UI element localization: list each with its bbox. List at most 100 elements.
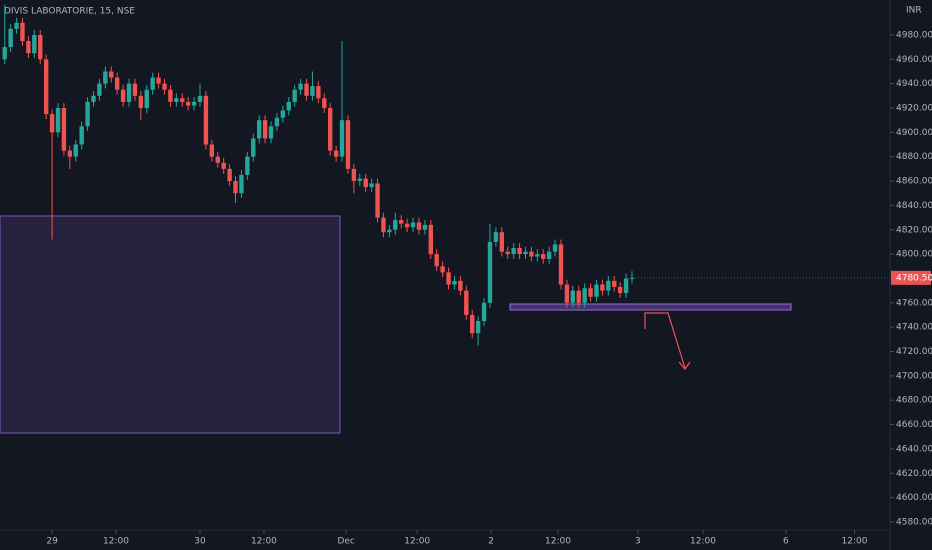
candle-body (416, 222, 422, 230)
candle-body (268, 126, 274, 139)
candle-body (375, 183, 380, 218)
zone-line (509, 303, 792, 311)
candle-body (221, 162, 226, 169)
last-price-label: 4780.50 (896, 273, 932, 283)
candle-body (138, 95, 144, 108)
candle-body (79, 126, 84, 145)
arrow (644, 312, 686, 369)
y-tick-label: 4900.00 (896, 128, 932, 138)
x-tick-label: 12:00 (251, 537, 277, 547)
candle-body (310, 86, 315, 96)
candle-body (43, 59, 49, 115)
y-tick-label: 4700.00 (896, 371, 932, 381)
candle-body (215, 156, 220, 163)
x-tick-label: 12:00 (842, 537, 868, 547)
candle-body (446, 272, 451, 285)
candle-body (505, 251, 510, 255)
candle-body (32, 34, 37, 54)
candle-body (286, 101, 291, 111)
y-tick-label: 4640.00 (896, 444, 932, 454)
candle-body (67, 150, 73, 157)
candle-body (150, 77, 155, 90)
candle-body (564, 284, 570, 303)
candle-body (594, 284, 599, 297)
x-tick-label: 12:00 (103, 537, 129, 547)
candle-body (132, 83, 138, 96)
candle-body (49, 114, 55, 133)
x-tick-label: 12:00 (545, 537, 571, 547)
candle-body (487, 241, 493, 303)
candle-body (481, 302, 487, 322)
y-tick-label: 4860.00 (896, 177, 932, 187)
candle-body (357, 178, 362, 182)
candle-body (191, 101, 197, 106)
candle-body (209, 144, 215, 157)
candle-body (245, 156, 250, 175)
candle-body (262, 120, 268, 139)
candle-body (55, 107, 61, 133)
candle-body (162, 83, 167, 90)
x-tick-label: 2 (488, 537, 494, 547)
y-tick-label: 4620.00 (896, 469, 932, 479)
candle-body (600, 284, 605, 291)
y-tick-label: 4740.00 (896, 323, 932, 333)
y-tick-label: 4960.00 (896, 55, 932, 65)
candle-body (304, 83, 309, 96)
candle-body (256, 120, 262, 139)
candle-body (8, 28, 13, 48)
candle-body (517, 248, 522, 255)
y-tick-label: 4600.00 (896, 493, 932, 503)
candle-body (61, 107, 67, 151)
candle-body (322, 98, 327, 108)
candle-body (588, 288, 593, 297)
arrow-head (678, 361, 691, 370)
y-tick-label: 4800.00 (896, 250, 932, 260)
y-tick-label: 4880.00 (896, 152, 932, 162)
y-tick-label: 4720.00 (896, 347, 932, 357)
candle-body (529, 251, 534, 257)
candle-body (576, 290, 581, 303)
chart-title: DIVIS LABORATORIE, 15, NSE (4, 7, 135, 17)
candle-body (434, 254, 439, 267)
candle-body (440, 266, 445, 273)
candle-body (174, 98, 179, 102)
candle-body (114, 77, 120, 90)
candle-body (558, 244, 564, 285)
y-tick-label: 4680.00 (896, 396, 932, 406)
candle-body (144, 89, 149, 108)
y-tick-label: 4820.00 (896, 225, 932, 235)
candle-body (535, 254, 540, 257)
candle-body (73, 144, 78, 157)
currency: INR (906, 6, 922, 16)
x-tick-label: 29 (46, 537, 58, 547)
candle-body (523, 251, 528, 255)
candle-body (26, 41, 31, 54)
candle-body (203, 95, 209, 145)
y-tick-label: 4580.00 (896, 517, 932, 527)
zone-box (0, 215, 341, 434)
candle-body (606, 280, 611, 291)
candle-body (274, 117, 280, 127)
candle-body (363, 178, 368, 188)
candle-body (612, 280, 617, 287)
candle-body (499, 232, 505, 252)
candle-body (126, 83, 132, 102)
candle-body (316, 86, 321, 99)
candle-body (541, 254, 546, 259)
x-tick-label: 30 (194, 537, 206, 547)
candle-body (227, 168, 232, 182)
candle-body (120, 89, 126, 102)
candle-body (546, 251, 552, 259)
candle-body (20, 22, 25, 42)
y-tick-label: 4980.00 (896, 30, 932, 40)
candle-body (197, 95, 203, 102)
candle-body (298, 83, 303, 90)
candle-body (333, 150, 339, 157)
candle-body (458, 280, 463, 291)
candle-body (617, 286, 623, 294)
candle-body (91, 95, 96, 102)
y-tick-label: 4920.00 (896, 103, 932, 113)
candle-body (493, 232, 499, 242)
candle-body (327, 107, 333, 151)
